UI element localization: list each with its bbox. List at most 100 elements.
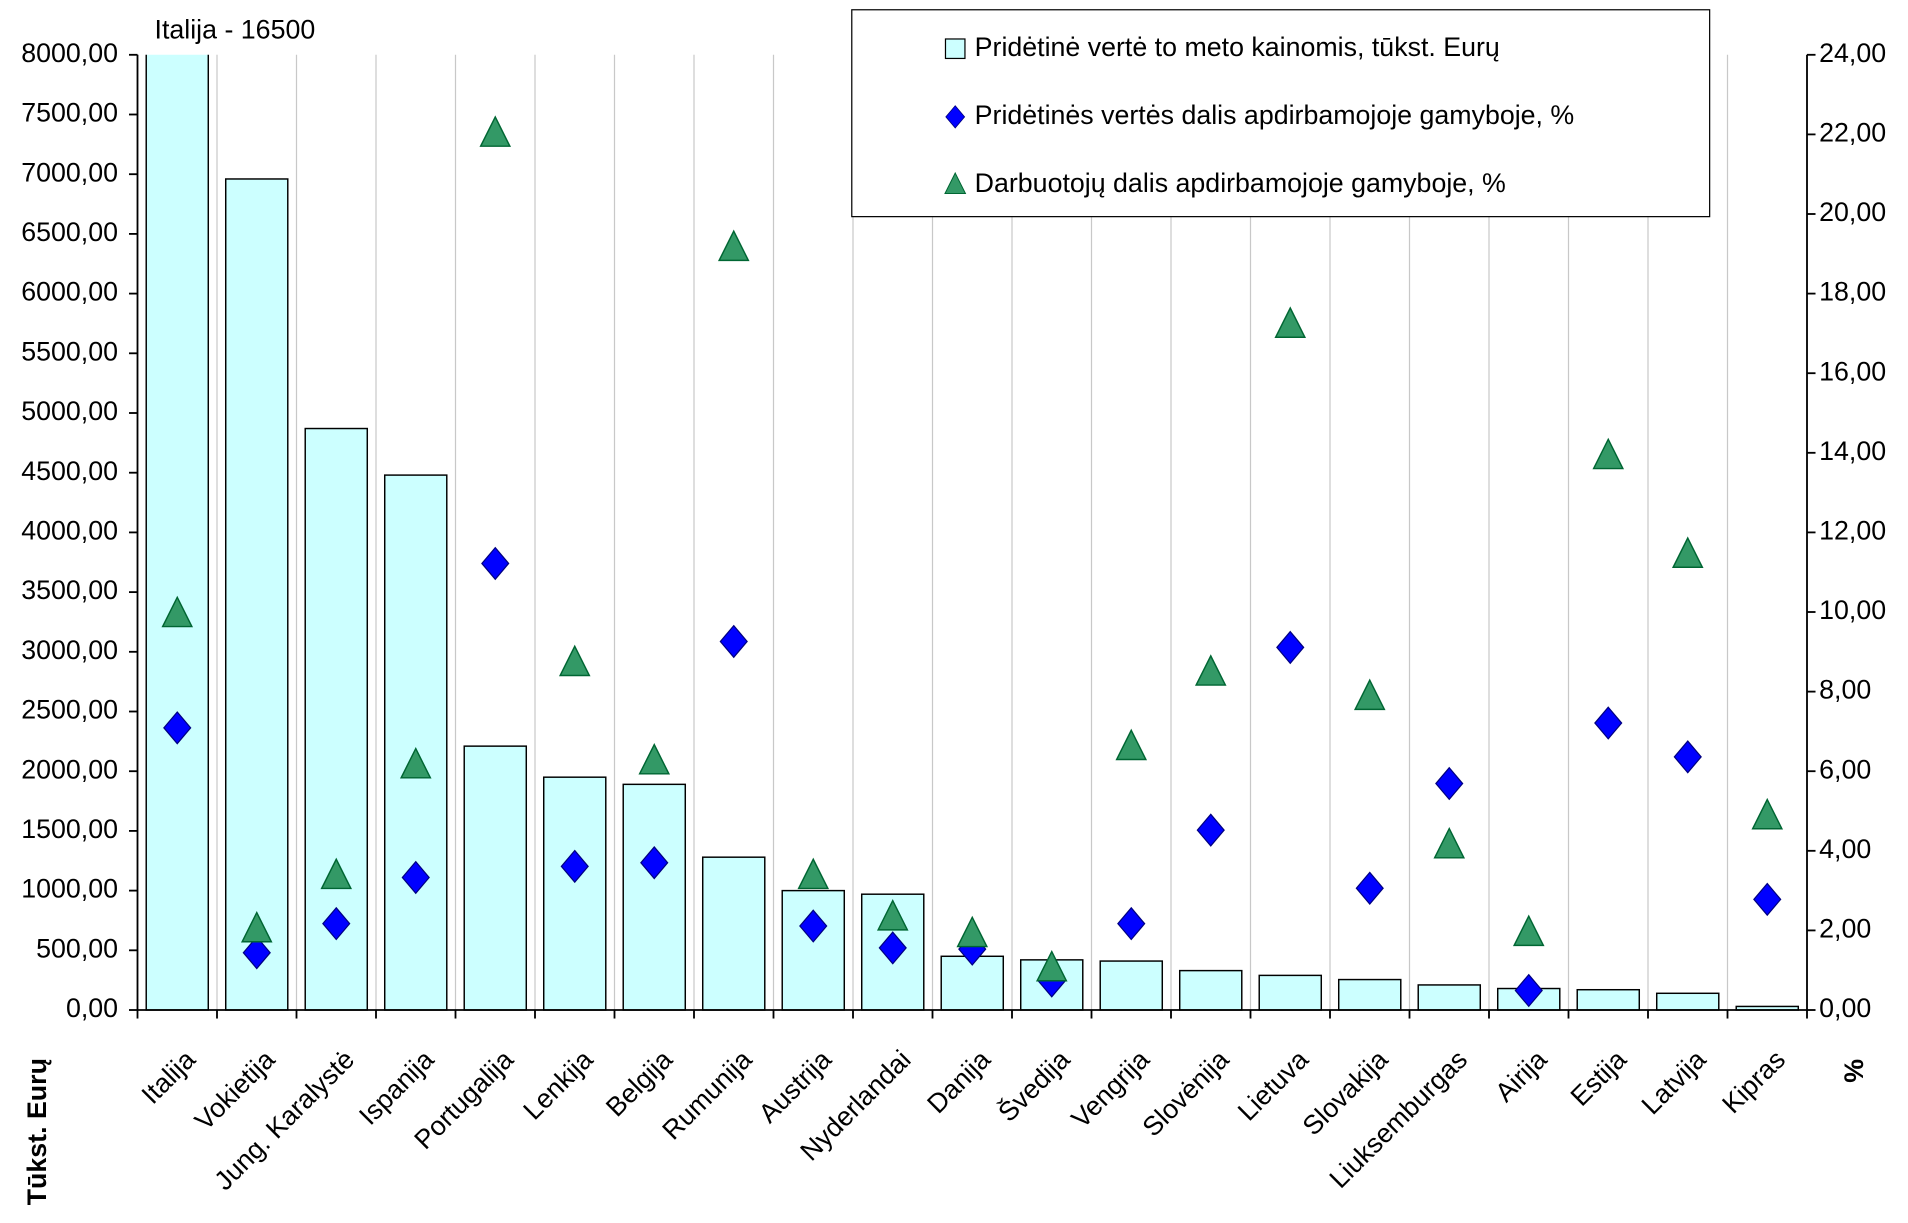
marker [161,595,194,628]
x-tick-label: Airija [1489,1044,1552,1107]
plot-area [145,54,1800,1011]
marker [479,115,512,147]
marker [1355,871,1384,905]
marker [481,546,510,581]
marker [322,906,351,941]
marker [1751,797,1784,830]
y2-tick-label: 8,00 [1819,675,1871,705]
marker [1115,728,1148,761]
y-tick-label: 0,00 [66,993,118,1023]
annotation: Italija - 16500 [155,15,316,45]
x-tick-label: Švedija [992,1044,1076,1128]
y-tick-label: 7500,00 [21,98,118,128]
x-tick-label: Belgija [600,1044,678,1122]
x-tick-label: Latvija [1636,1044,1712,1120]
marker [1671,536,1704,568]
bar [781,889,846,1011]
y2-tick-label: 18,00 [1819,277,1886,307]
y2-tick-label: 6,00 [1819,754,1871,784]
bar [463,745,528,1011]
y2-axis-title: % [1839,1059,1869,1083]
marker [399,746,432,779]
bar [701,856,766,1011]
y2-tick-label: 24,00 [1819,38,1886,68]
bar [1258,974,1323,1011]
marker [1274,306,1307,338]
bar [1417,984,1482,1011]
marker [956,915,989,948]
marker [799,909,828,943]
bar [224,178,289,1011]
marker [878,931,907,965]
y-tick-label: 5500,00 [21,336,118,366]
x-tick-label: Jung. Karalystė [208,1044,360,1196]
legend-label: Darbuotojų dalis apdirbamojoje gamyboje,… [975,168,1506,198]
marker [1673,740,1702,774]
y2-tick-label: 10,00 [1819,595,1886,625]
bar [383,474,448,1011]
bar [1099,960,1164,1011]
marker [1512,914,1545,947]
y-tick-label: 5000,00 [21,396,118,426]
y2-tick-label: 16,00 [1819,356,1886,386]
marker [1276,630,1305,665]
y-axis-title: Tūkst. Eurų [22,1058,52,1205]
marker [1594,706,1623,740]
marker [638,742,671,775]
marker [401,860,430,895]
bar [1655,992,1720,1011]
y-tick-label: 6000,00 [21,277,118,307]
marker [717,229,750,262]
marker [876,899,909,931]
legend-marker [944,171,967,195]
y-tick-label: 6500,00 [21,217,118,247]
y-tick-label: 2000,00 [21,754,118,784]
y2-tick-label: 4,00 [1819,834,1871,864]
marker [320,857,353,890]
x-tick-label: Danija [921,1044,996,1119]
legend-marker [945,105,966,129]
marker [242,935,271,970]
legend-label: Pridėtinės vertės dalis apdirbamojoje ga… [975,100,1575,130]
y-tick-label: 3500,00 [21,575,118,605]
y2-tick-label: 12,00 [1819,515,1886,545]
bar [145,54,210,1011]
x-tick-label: Lenkija [517,1044,598,1125]
y-tick-label: 8000,00 [21,38,118,68]
marker [1194,654,1227,686]
marker [1035,949,1068,982]
y2-tick-label: 14,00 [1819,436,1886,466]
x-tick-label: Estija [1565,1044,1633,1112]
bar [622,783,687,1011]
x-tick-label: Italija [136,1044,201,1109]
marker [560,849,589,884]
legend-label: Pridėtinė vertė to meto kainomis, tūkst.… [975,32,1500,62]
bar [542,776,607,1011]
marker [1592,437,1625,470]
marker [163,711,192,745]
marker [1753,882,1782,917]
y2-tick-label: 2,00 [1819,913,1871,943]
marker [1196,813,1225,847]
y2-tick-label: 22,00 [1819,117,1886,147]
bar [1337,978,1402,1011]
legend: Pridėtinė vertė to meto kainomis, tūkst.… [944,32,1575,198]
x-tick-label: Kipras [1716,1044,1791,1119]
marker [719,624,748,659]
bar [1576,988,1641,1011]
y-tick-label: 1500,00 [21,814,118,844]
legend-box [851,9,1711,218]
y-tick-label: 1000,00 [21,874,118,904]
x-tick-label: Slovėnija [1137,1044,1235,1142]
y-tick-label: 4000,00 [21,515,118,545]
marker [640,845,669,880]
marker [558,644,591,677]
marker [1435,766,1464,801]
x-tick-label: Liuksemburgas [1324,1044,1474,1194]
y2-tick-label: 20,00 [1819,197,1886,227]
marker [1353,678,1386,711]
y-tick-label: 2500,00 [21,695,118,725]
marker [240,910,273,943]
marker [1514,973,1543,1008]
